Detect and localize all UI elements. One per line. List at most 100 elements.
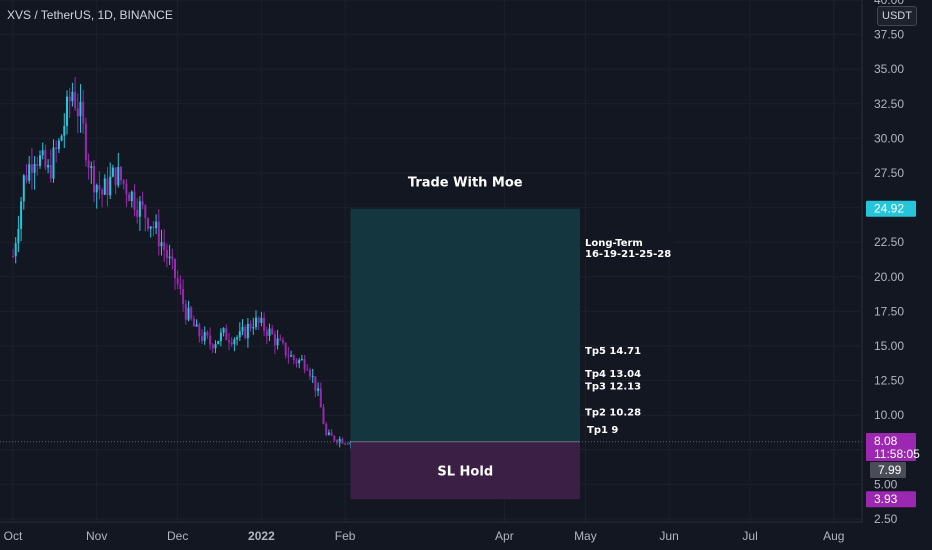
symbol-title: XVS / TetherUS, 1D, BINANCE xyxy=(7,8,173,22)
candle-body xyxy=(244,326,247,339)
candle-body xyxy=(344,443,347,445)
candle-body xyxy=(187,307,190,320)
candle-body xyxy=(87,160,90,168)
candle-body xyxy=(230,342,233,345)
candle-body xyxy=(44,150,47,168)
candle-body xyxy=(238,331,241,338)
annotation-bg xyxy=(583,233,675,260)
time-axis[interactable]: Oct Nov Dec 2022 Feb Apr May Jun Jul Aug xyxy=(4,529,845,543)
candle-body xyxy=(120,166,122,181)
candle-body xyxy=(63,126,66,136)
candle-body xyxy=(300,359,303,361)
countdown-timer: 11:58:05 xyxy=(874,447,920,461)
candle-body xyxy=(311,376,314,378)
profit-zone[interactable] xyxy=(350,208,581,442)
price-tick-label: 15.00 xyxy=(874,339,904,353)
candle-body xyxy=(144,205,147,219)
tp-label: Tp4 13.04 xyxy=(585,369,641,380)
candle-body xyxy=(292,355,295,361)
price-tick-label: 2.50 xyxy=(874,512,898,526)
price-badge-value: 24.92 xyxy=(874,202,904,216)
candle-body xyxy=(206,332,209,336)
price-tick-label: 37.50 xyxy=(874,28,904,42)
stop-zone[interactable] xyxy=(350,441,581,500)
candle-body xyxy=(198,324,201,337)
candle-body xyxy=(160,242,163,247)
candle-body xyxy=(287,355,290,357)
candle-body xyxy=(271,328,274,335)
time-tick-label: 2022 xyxy=(248,529,275,543)
candle-body xyxy=(233,339,236,345)
candle-body xyxy=(141,201,144,206)
annotation-text: 16-19-21-25-28 xyxy=(585,249,671,260)
candle-body xyxy=(71,91,74,102)
candle-body xyxy=(236,337,239,340)
candle-body xyxy=(214,344,217,349)
candle-body xyxy=(298,359,301,364)
price-tick-label: 27.50 xyxy=(874,166,904,180)
candle-body xyxy=(282,340,284,343)
candle-body xyxy=(25,175,28,181)
candle-body xyxy=(176,278,179,285)
price-tick-label: 32.50 xyxy=(874,97,904,111)
candle-body xyxy=(263,317,266,331)
candle-body xyxy=(184,303,187,320)
price-axis[interactable]: 2.505.007.5010.0012.5015.0017.5020.0022.… xyxy=(874,0,904,526)
price-badge-value: 8.08 xyxy=(874,434,898,448)
candle-body xyxy=(211,344,214,349)
tp-label: Tp5 14.71 xyxy=(585,346,641,357)
candle-body xyxy=(125,183,128,195)
candle-body xyxy=(12,256,14,258)
candle-body xyxy=(338,438,341,443)
candle-body xyxy=(157,221,160,247)
candle-body xyxy=(22,175,25,202)
candle-body xyxy=(93,166,95,193)
time-tick-label: Dec xyxy=(167,529,188,543)
time-tick-label: Aug xyxy=(823,529,844,543)
candle-body xyxy=(217,341,220,345)
candle-body xyxy=(246,323,249,339)
candle-body xyxy=(306,369,309,371)
candle-body xyxy=(322,407,325,425)
long-position-tool[interactable]: Trade With Moe SL Hold xyxy=(350,176,581,500)
candle-body xyxy=(90,166,93,168)
candle-body xyxy=(265,330,268,336)
candle-body xyxy=(192,318,195,327)
candle-body xyxy=(52,147,55,179)
candle-body xyxy=(190,307,193,319)
candle-body xyxy=(309,369,311,377)
candle-body xyxy=(182,289,185,304)
currency-button[interactable]: USDT xyxy=(877,6,917,26)
price-badge-value: 3.93 xyxy=(874,492,898,506)
candle-body xyxy=(136,209,139,217)
candles xyxy=(0,76,862,449)
tp-label: Tp1 9 xyxy=(587,425,618,436)
candle-body xyxy=(103,178,106,195)
candle-body xyxy=(147,218,149,229)
candle-body xyxy=(41,150,44,156)
candle-body xyxy=(319,388,322,408)
candle-body xyxy=(109,176,112,196)
time-tick-label: Jul xyxy=(742,529,757,543)
candle-body xyxy=(114,167,117,186)
price-tick-label: 22.50 xyxy=(874,235,904,249)
candle-body xyxy=(225,328,228,341)
candle-body xyxy=(155,221,158,229)
candle-body xyxy=(255,317,257,328)
candle-body xyxy=(49,165,52,179)
candle-body xyxy=(249,323,252,329)
time-tick-label: Jun xyxy=(659,529,678,543)
price-badge-value: 7.99 xyxy=(878,463,902,477)
price-tick-label: 5.00 xyxy=(874,477,898,491)
candle-body xyxy=(179,284,182,290)
candle-body xyxy=(55,147,58,150)
candle-body xyxy=(346,443,349,445)
candle-body xyxy=(209,335,212,345)
candle-body xyxy=(130,191,133,202)
candle-body xyxy=(117,166,120,186)
time-tick-label: Feb xyxy=(335,529,356,543)
candle-body xyxy=(30,164,33,173)
